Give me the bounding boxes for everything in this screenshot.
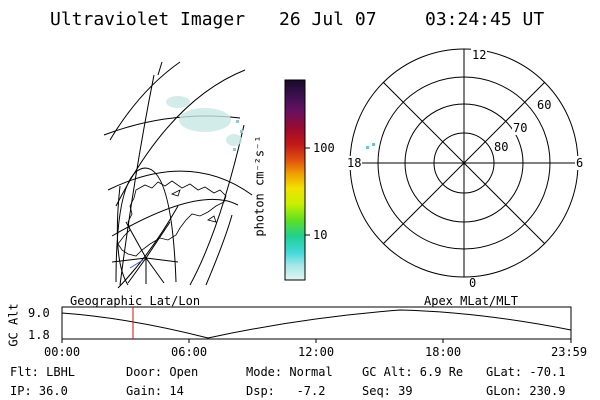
door-info: Door: Open — [126, 365, 199, 379]
time-label: 03:24:45 UT — [425, 9, 545, 30]
time-tick-2359: 23:59 — [551, 345, 588, 359]
time-tick-0000: 00:00 — [44, 345, 81, 359]
colorbar-tick-10: 10 — [313, 228, 328, 242]
instrument-title: Ultraviolet Imager — [50, 9, 246, 30]
mode-info: Mode: Normal — [246, 365, 333, 379]
altitude-max-label: 9.0 — [28, 306, 50, 320]
glon-info: GLon: 230.9 — [486, 384, 566, 398]
mlat-label-60: 60 — [536, 98, 553, 112]
mlat-label-80: 80 — [493, 140, 510, 154]
glat-info: GLat: -70.1 — [486, 365, 566, 379]
time-tick-1800: 18:00 — [425, 345, 462, 359]
mlt-label-6: 6 — [575, 156, 585, 170]
apex-label: Apex MLat/MLT — [424, 294, 518, 308]
colorbar-tick-100: 100 — [313, 141, 335, 155]
mlt-label-0: 0 — [469, 276, 477, 290]
mlt-label-12: 12 — [471, 48, 488, 62]
geographic-label: Geographic Lat/Lon — [70, 294, 201, 308]
mlt-label-18: 18 — [346, 156, 363, 170]
altitude-min-label: 1.8 — [28, 328, 50, 342]
seq-info: Seq: 39 — [362, 384, 413, 398]
gc-alt-info: GC Alt: 6.9 Re — [362, 365, 464, 379]
dsp-info: Dsp: -7.2 — [246, 384, 326, 398]
time-tick-1200: 12:00 — [298, 345, 335, 359]
gain-info: Gain: 14 — [126, 384, 184, 398]
date-label: 26 Jul 07 — [279, 9, 377, 30]
filter-info: Flt: LBHL — [10, 365, 76, 379]
ip-info: IP: 36.0 — [10, 384, 68, 398]
time-tick-0600: 06:00 — [171, 345, 208, 359]
mlat-label-70: 70 — [512, 121, 529, 135]
